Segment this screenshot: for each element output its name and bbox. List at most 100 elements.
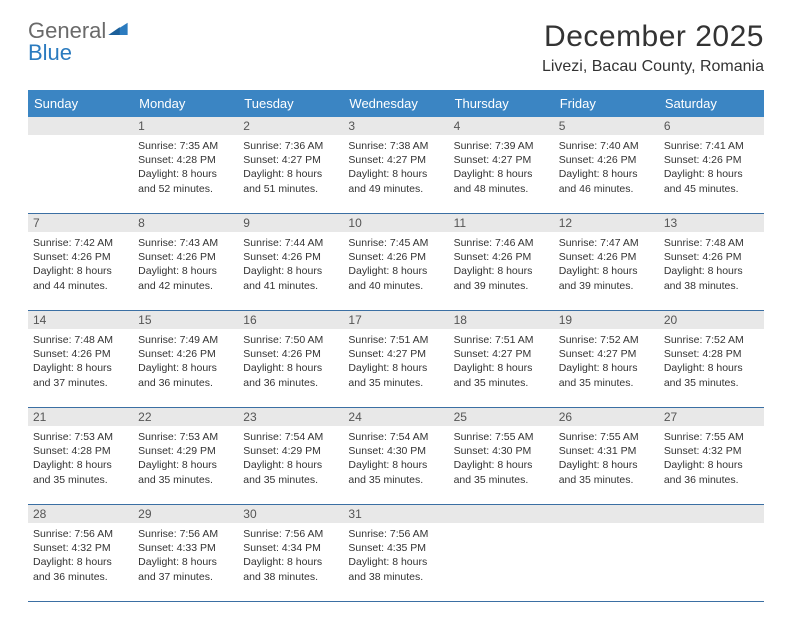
day-number: 22 xyxy=(133,408,238,426)
cell-line-day1: Daylight: 8 hours xyxy=(33,458,128,472)
cell-line-day2: and 49 minutes. xyxy=(348,182,443,196)
weeks-container: 123456 Sunrise: 7:35 AMSunset: 4:28 PM Day… xyxy=(28,117,764,602)
cell-line-day2: and 35 minutes. xyxy=(664,376,759,390)
calendar-cell: Sunrise: 7:56 AMSunset: 4:32 PMDaylight:… xyxy=(28,523,133,601)
logo: GeneralBlue xyxy=(28,20,128,64)
cell-line-sunrise: Sunrise: 7:56 AM xyxy=(243,527,338,541)
calendar-cell: Sunrise: 7:50 AMSunset: 4:26 PMDaylight:… xyxy=(238,329,343,407)
day-number: 27 xyxy=(659,408,764,426)
cell-line-day2: and 35 minutes. xyxy=(243,473,338,487)
cell-line-sunset: Sunset: 4:28 PM xyxy=(138,153,233,167)
cell-line-day1: Daylight: 8 hours xyxy=(348,264,443,278)
cell-line-sunrise: Sunrise: 7:53 AM xyxy=(138,430,233,444)
cell-line-day1: Daylight: 8 hours xyxy=(138,458,233,472)
calendar-cell: Sunrise: 7:54 AMSunset: 4:29 PMDaylight:… xyxy=(238,426,343,504)
cell-line-sunrise: Sunrise: 7:52 AM xyxy=(664,333,759,347)
cell-line-day1: Daylight: 8 hours xyxy=(138,361,233,375)
calendar-cell: Sunrise: 7:44 AMSunset: 4:26 PMDaylight:… xyxy=(238,232,343,310)
calendar-cell: Sunrise: 7:52 AMSunset: 4:28 PMDaylight:… xyxy=(659,329,764,407)
calendar-cell: Sunrise: 7:52 AMSunset: 4:27 PMDaylight:… xyxy=(554,329,659,407)
cell-line-sunrise: Sunrise: 7:46 AM xyxy=(454,236,549,250)
cell-line-day2: and 36 minutes. xyxy=(664,473,759,487)
logo-triangle-icon xyxy=(108,17,128,39)
cell-line-sunset: Sunset: 4:26 PM xyxy=(33,347,128,361)
calendar-cell: Sunrise: 7:54 AMSunset: 4:30 PMDaylight:… xyxy=(343,426,448,504)
cell-line-day2: and 52 minutes. xyxy=(138,182,233,196)
calendar-cell: Sunrise: 7:35 AMSunset: 4:28 PMDaylight:… xyxy=(133,135,238,213)
cell-line-day2: and 35 minutes. xyxy=(559,376,654,390)
cell-line-day1: Daylight: 8 hours xyxy=(454,167,549,181)
calendar-cell: Sunrise: 7:48 AMSunset: 4:26 PMDaylight:… xyxy=(28,329,133,407)
cell-line-day1: Daylight: 8 hours xyxy=(138,555,233,569)
day-number: 19 xyxy=(554,311,659,329)
calendar-cell: Sunrise: 7:42 AMSunset: 4:26 PMDaylight:… xyxy=(28,232,133,310)
dayname-sat: Saturday xyxy=(659,90,764,117)
cell-line-sunrise: Sunrise: 7:41 AM xyxy=(664,139,759,153)
calendar-cell: Sunrise: 7:39 AMSunset: 4:27 PMDaylight:… xyxy=(449,135,554,213)
cell-line-sunset: Sunset: 4:26 PM xyxy=(454,250,549,264)
calendar-cell: Sunrise: 7:46 AMSunset: 4:26 PMDaylight:… xyxy=(449,232,554,310)
day-number: 24 xyxy=(343,408,448,426)
calendar-week: Sunrise: 7:35 AMSunset: 4:28 PM Daylight:… xyxy=(28,135,764,214)
daynum-row: 123456 xyxy=(28,117,764,135)
cell-line-sunrise: Sunrise: 7:55 AM xyxy=(454,430,549,444)
cell-line-day2: and 35 minutes. xyxy=(138,473,233,487)
day-number: 23 xyxy=(238,408,343,426)
cell-line-sunrise: Sunrise: 7:45 AM xyxy=(348,236,443,250)
cell-line-day2: and 42 minutes. xyxy=(138,279,233,293)
day-number: 28 xyxy=(28,505,133,523)
cell-line-sunrise: Sunrise: 7:55 AM xyxy=(559,430,654,444)
cell-line-day1: Daylight: 8 hours xyxy=(243,167,338,181)
calendar-cell: Sunrise: 7:40 AMSunset: 4:26 PMDaylight:… xyxy=(554,135,659,213)
cell-line-day1: Daylight: 8 hours xyxy=(243,555,338,569)
cell-line-sunset: Sunset: 4:27 PM xyxy=(454,153,549,167)
cell-line-day2: and 35 minutes. xyxy=(348,376,443,390)
day-number xyxy=(554,505,659,523)
cell-line-day1: Daylight: 8 hours xyxy=(348,555,443,569)
calendar-cell xyxy=(28,135,133,213)
cell-line-day2: and 45 minutes. xyxy=(664,182,759,196)
calendar-grid: Sunday Monday Tuesday Wednesday Thursday… xyxy=(28,90,764,602)
cell-line-day2: and 35 minutes. xyxy=(559,473,654,487)
cell-line-sunrise: Sunrise: 7:48 AM xyxy=(664,236,759,250)
day-number: 29 xyxy=(133,505,238,523)
daynum-row: 21222324252627 xyxy=(28,408,764,426)
cell-line-day2: and 37 minutes. xyxy=(138,570,233,584)
day-number: 21 xyxy=(28,408,133,426)
cell-line-sunset: Sunset: 4:27 PM xyxy=(348,153,443,167)
location-text: Livezi, Bacau County, Romania xyxy=(542,58,764,76)
day-number xyxy=(659,505,764,523)
logo-text-blue: Blue xyxy=(28,42,128,64)
cell-line-day1: Daylight: 8 hours xyxy=(559,361,654,375)
cell-line-day1: Daylight: 8 hours xyxy=(559,167,654,181)
cell-line-day2: and 46 minutes. xyxy=(559,182,654,196)
calendar-cell: Sunrise: 7:56 AMSunset: 4:34 PMDaylight:… xyxy=(238,523,343,601)
cell-line-day1: Daylight: 8 hours xyxy=(348,458,443,472)
cell-line-sunrise: Sunrise: 7:39 AM xyxy=(454,139,549,153)
day-number: 5 xyxy=(554,117,659,135)
day-number: 3 xyxy=(343,117,448,135)
calendar-cell: Sunrise: 7:45 AMSunset: 4:26 PMDaylight:… xyxy=(343,232,448,310)
cell-line-sunset: Sunset: 4:26 PM xyxy=(243,347,338,361)
dayname-sun: Sunday xyxy=(28,90,133,117)
cell-line-day1: Daylight: 8 hours xyxy=(664,264,759,278)
dayname-thu: Thursday xyxy=(449,90,554,117)
cell-line-sunrise: Sunrise: 7:55 AM xyxy=(664,430,759,444)
cell-line-sunrise: Sunrise: 7:40 AM xyxy=(559,139,654,153)
cell-line-sunset: Sunset: 4:26 PM xyxy=(559,250,654,264)
cell-line-day1: Daylight: 8 hours xyxy=(454,361,549,375)
cell-line-day1: Daylight: 8 hours xyxy=(348,167,443,181)
calendar-cell: Sunrise: 7:55 AMSunset: 4:31 PMDaylight:… xyxy=(554,426,659,504)
day-number: 14 xyxy=(28,311,133,329)
cell-line-day1: Daylight: 8 hours xyxy=(243,264,338,278)
calendar-cell: Sunrise: 7:36 AMSunset: 4:27 PMDaylight:… xyxy=(238,135,343,213)
cell-line-day1: Daylight: 8 hours xyxy=(559,264,654,278)
calendar-cell: Sunrise: 7:38 AMSunset: 4:27 PMDaylight:… xyxy=(343,135,448,213)
day-number: 16 xyxy=(238,311,343,329)
cell-line-sunset: Sunset: 4:26 PM xyxy=(348,250,443,264)
cell-line-sunset: Sunset: 4:27 PM xyxy=(454,347,549,361)
daynum-row: 14151617181920 xyxy=(28,311,764,329)
day-number: 26 xyxy=(554,408,659,426)
cell-line-sunrise: Sunrise: 7:35 AM xyxy=(138,139,233,153)
dayname-tue: Tuesday xyxy=(238,90,343,117)
